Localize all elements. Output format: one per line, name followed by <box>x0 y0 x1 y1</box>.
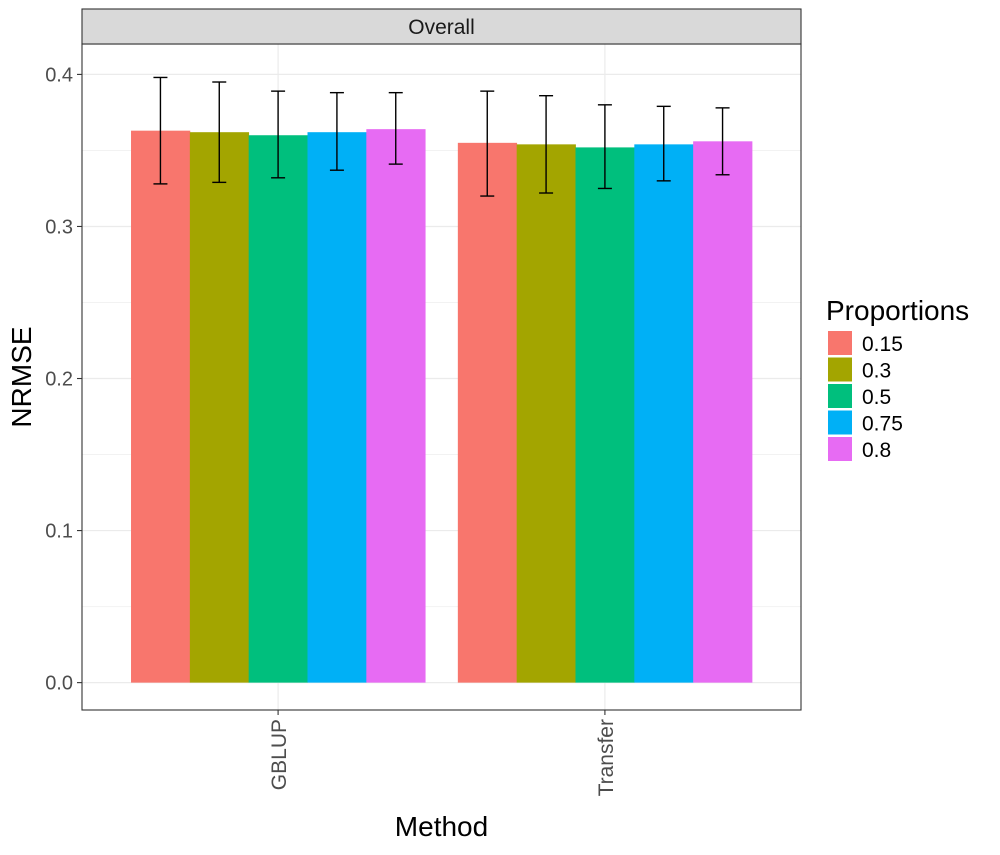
x-tick-label: GBLUP <box>268 719 291 790</box>
y-tick-label: 0.2 <box>45 369 73 391</box>
legend-swatch <box>828 357 852 382</box>
bars <box>131 129 753 683</box>
bar <box>634 144 694 683</box>
legend-title: Proportions <box>826 295 969 326</box>
legend: 0.15 0.3 0.5 0.75 0.8 <box>828 331 903 462</box>
legend-swatch <box>828 437 852 461</box>
legend-label: 0.8 <box>862 439 891 462</box>
facet-title: Overall <box>408 16 475 39</box>
bar <box>575 147 635 683</box>
y-axis-title: NRMSE <box>6 326 37 427</box>
facet-strip <box>81 8 802 45</box>
x-axis-title: Method <box>395 811 488 842</box>
y-tick-label: 0.0 <box>45 673 73 695</box>
legend-swatch <box>828 331 852 355</box>
y-tick-label: 0.4 <box>45 64 73 86</box>
legend-label: 0.5 <box>862 386 891 409</box>
legend-label: 0.3 <box>862 360 891 383</box>
legend-swatch <box>828 384 852 408</box>
bar <box>131 130 191 683</box>
x-axis: GBLUP Transfer <box>268 710 618 796</box>
y-tick-label: 0.3 <box>45 216 73 238</box>
bar <box>248 135 308 683</box>
y-axis: 0.0 0.1 0.2 0.3 0.4 <box>45 64 82 695</box>
bar <box>693 141 753 683</box>
error-bars <box>153 76 730 197</box>
bar <box>457 142 518 683</box>
bar <box>366 129 426 683</box>
bar <box>307 132 367 683</box>
legend-swatch <box>828 410 852 435</box>
legend-label: 0.15 <box>862 333 903 356</box>
x-tick-label: Transfer <box>595 719 618 796</box>
legend-label: 0.75 <box>862 413 903 436</box>
bar <box>516 144 576 683</box>
bar <box>189 132 250 683</box>
y-tick-label: 0.1 <box>45 521 73 543</box>
